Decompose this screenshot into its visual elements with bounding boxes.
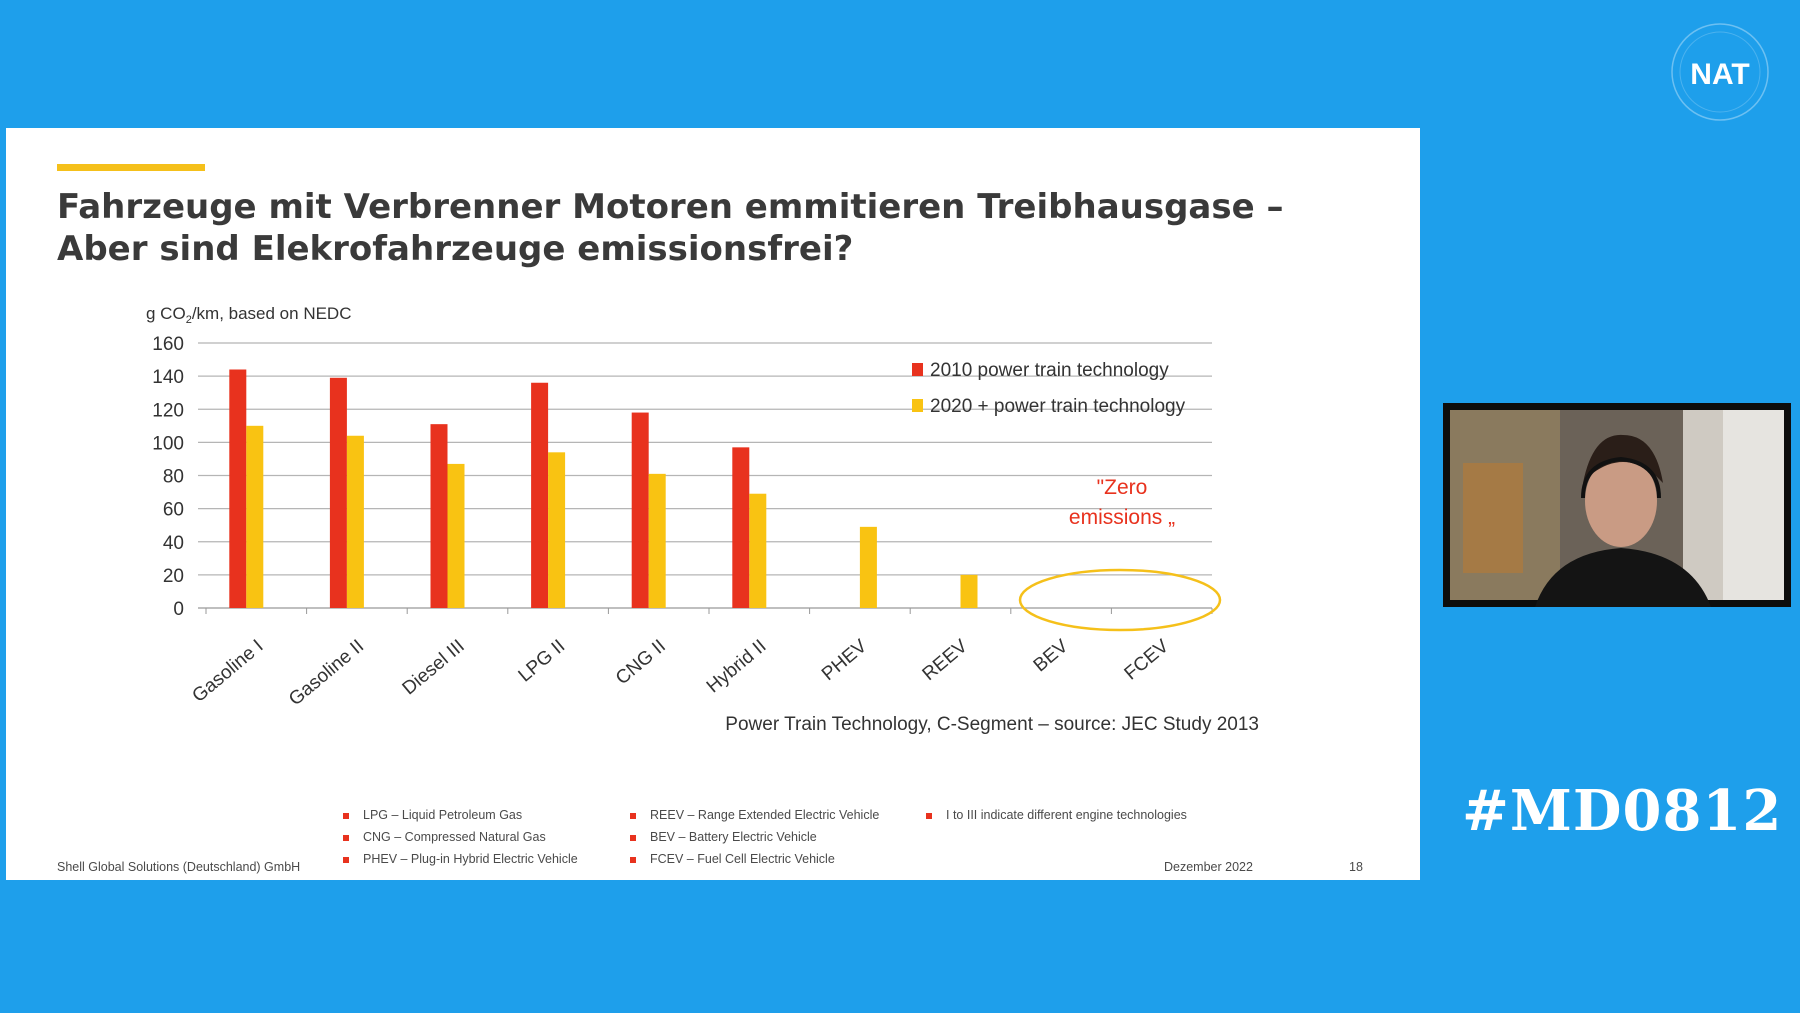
note-bullet	[630, 812, 636, 819]
chart-legend: 2010 power train technology 2020 + power …	[912, 360, 1186, 417]
footer-date: Dezember 2022	[1164, 860, 1253, 874]
zero-emissions-line2: emissions „	[1069, 506, 1175, 529]
bar-2010	[732, 447, 750, 608]
note-fcev: FCEV – Fuel Cell Electric Vehicle	[630, 852, 835, 866]
legend-swatch	[912, 399, 923, 412]
nat-logo: NAT	[1671, 23, 1769, 121]
abbreviation-notes: LPG – Liquid Petroleum Gas CNG – Compres…	[6, 800, 1420, 870]
x-tick-label: Gasoline I	[188, 636, 267, 707]
x-tick-label: PHEV	[818, 636, 871, 686]
x-tick-label: FCEV	[1121, 636, 1174, 685]
slide-title-line2: Aber sind Elekrofahrzeuge emissionsfrei?	[57, 229, 854, 269]
shared-slide: Fahrzeuge mit Verbrenner Motoren emmitie…	[6, 128, 1420, 880]
note-cng: CNG – Compressed Natural Gas	[343, 830, 546, 844]
note-bev: BEV – Battery Electric Vehicle	[630, 830, 817, 844]
y-axis-label-prefix: g CO	[146, 304, 186, 323]
note-bullet	[630, 834, 636, 841]
x-tick-label: CNG II	[612, 636, 670, 689]
note-reev: REEV – Range Extended Electric Vehicle	[630, 808, 879, 822]
bar-2010	[531, 382, 549, 608]
zero-emissions-line1: "Zero	[1097, 476, 1148, 499]
note-bullet	[926, 812, 932, 819]
y-tick-label: 140	[152, 367, 184, 388]
slide-title: Fahrzeuge mit Verbrenner Motoren emmitie…	[57, 186, 1357, 270]
y-axis-label-suffix: /km, based on NEDC	[192, 304, 352, 323]
emissions-bar-chart: 0 20 40 60 80 100 120 140 160 Gasoline I Gasoline…	[146, 304, 1259, 735]
zero-emissions-ellipse	[1018, 568, 1222, 632]
slide-title-line1: Fahrzeuge mit Verbrenner Motoren emmitie…	[57, 187, 1284, 227]
x-tick-label: LPG II	[515, 636, 570, 687]
footer-page-number: 18	[1349, 860, 1363, 874]
bar-2020	[648, 473, 666, 608]
bar-2020	[346, 435, 364, 608]
y-tick-label: 40	[163, 533, 184, 554]
legend-swatch	[912, 363, 923, 376]
legend-label: 2020 + power train technology	[930, 396, 1186, 417]
bar-2020	[548, 452, 566, 608]
note-bullet	[343, 834, 349, 841]
bar-2020	[960, 574, 978, 608]
source-note: Power Train Technology, C-Segment – sour…	[725, 714, 1259, 735]
note-bullet	[343, 856, 349, 863]
y-tick-label: 120	[152, 400, 184, 421]
y-tick-label: 0	[173, 599, 184, 620]
y-axis-label-sub: 2	[186, 314, 192, 326]
legend-label: 2010 power train technology	[930, 360, 1169, 381]
footer-company: Shell Global Solutions (Deutschland) Gmb…	[57, 860, 301, 874]
note-engine-tech: I to III indicate different engine techn…	[926, 808, 1187, 822]
bar-2020	[447, 463, 465, 608]
bar-2020	[246, 425, 264, 608]
x-tick-label: REEV	[919, 636, 972, 686]
x-tick-label: Diesel III	[399, 636, 469, 700]
x-tick-label: BEV	[1030, 636, 1073, 677]
y-tick-label: 20	[163, 566, 184, 587]
participant-video[interactable]	[1443, 403, 1791, 607]
y-tick-label: 160	[152, 334, 184, 355]
logo-text: NAT	[1690, 58, 1749, 91]
y-tick-label: 60	[163, 500, 184, 521]
note-bullet	[343, 812, 349, 819]
y-tick-label: 80	[163, 467, 184, 488]
accent-bar	[57, 164, 205, 171]
note-bullet	[630, 856, 636, 863]
bar-2010	[329, 377, 347, 608]
bar-2010	[430, 424, 448, 608]
note-lpg: LPG – Liquid Petroleum Gas	[343, 808, 522, 822]
y-tick-label: 100	[152, 433, 184, 454]
y-axis-label: g CO2/km, based on NEDC	[146, 304, 352, 326]
bar-2020	[749, 493, 767, 608]
x-tick-label: Gasoline II	[285, 636, 368, 710]
note-phev: PHEV – Plug-in Hybrid Electric Vehicle	[343, 852, 578, 866]
bar-2020	[859, 526, 877, 608]
bar-2010	[229, 369, 247, 608]
bar-2010	[631, 412, 649, 608]
x-tick-label: Hybrid II	[703, 636, 771, 698]
event-hashtag: #MD0812	[1462, 778, 1783, 844]
